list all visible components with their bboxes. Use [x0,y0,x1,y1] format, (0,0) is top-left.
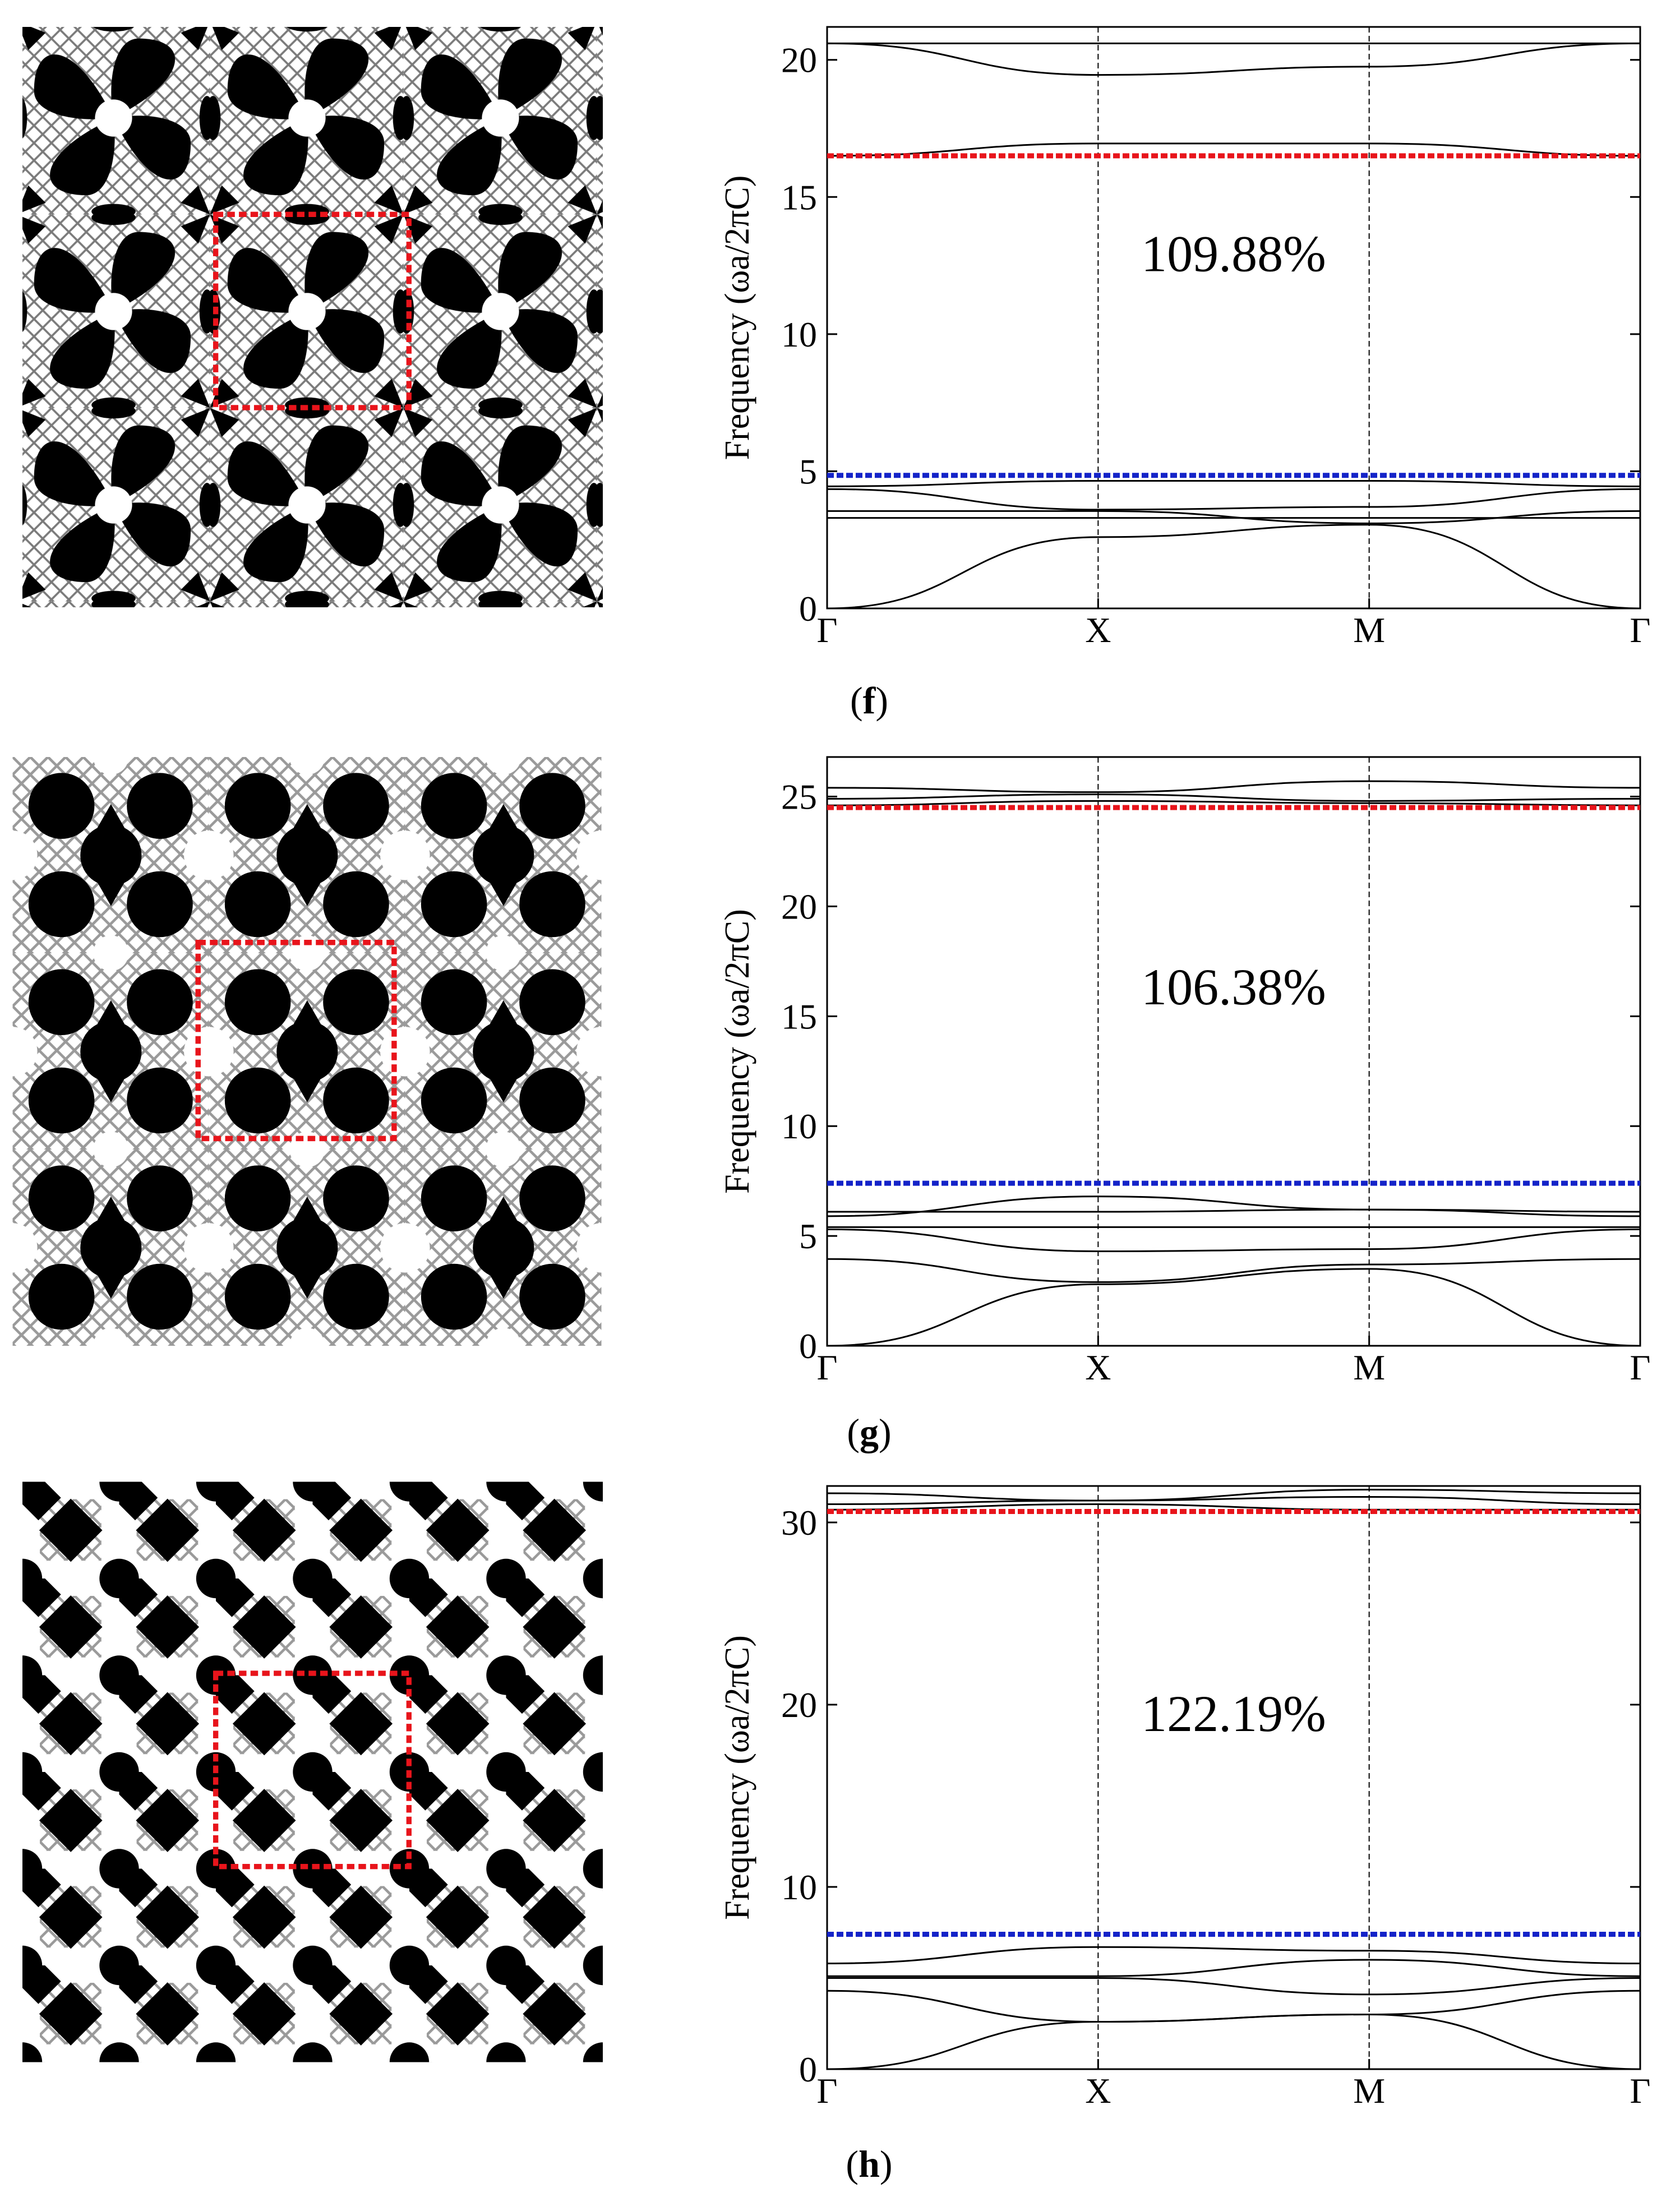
x-tick-label: M [1353,610,1385,650]
bandgap-percentage: 122.19% [1141,1685,1326,1742]
y-tick-label: 5 [799,451,817,491]
y-tick-label: 20 [781,887,817,926]
band-band6 [827,142,1641,157]
band-band4 [827,1959,1641,1977]
x-tick-label: Γ [1630,610,1651,650]
band-band6 [827,1208,1641,1213]
unit-cell-highlight-f [213,211,412,410]
band-band5 [827,480,1641,487]
plot-frame [826,756,1641,1347]
y-tick-label: 0 [799,1326,817,1366]
band-band9 [827,780,1641,793]
panel-label-g: (g) [847,1411,892,1453]
unit-cell-pattern-h [22,1481,603,2062]
x-tick-label: Γ [1630,1347,1651,1387]
x-tick-label: Γ [817,610,838,650]
y-tick-label: 30 [781,1503,817,1543]
panel-label-h: (h) [846,2143,893,2185]
band-band5 [827,1196,1641,1217]
band-band7 [827,1496,1641,1505]
y-axis-label: Frequency (ωa/2πC) [718,176,756,460]
band-band1 [827,2013,1641,2070]
x-tick-label: Γ [817,1347,838,1387]
band-band2 [827,1258,1641,1283]
band-band2 [827,1990,1641,2023]
plot-frame [826,1485,1641,2070]
x-tick-label: Γ [1630,2071,1651,2111]
unit-cell-pattern-g [12,757,602,1346]
x-tick-label: X [1085,2071,1111,2111]
y-tick-label: 0 [799,2050,817,2089]
band-band6 [827,1503,1640,1511]
band-band3 [827,1228,1641,1253]
y-tick-label: 15 [781,177,817,217]
band-band4 [827,488,1641,511]
y-tick-label: 10 [781,1867,817,1907]
x-tick-label: M [1353,1347,1385,1387]
y-tick-label: 20 [781,40,817,80]
panel-label-f: (f) [850,679,888,722]
x-tick-label: M [1353,2071,1385,2111]
band-band5 [827,1946,1641,1964]
band-band8 [827,1488,1641,1502]
band-band7 [827,800,1641,806]
band-band3 [827,510,1641,524]
y-tick-label: 10 [781,1106,817,1146]
x-tick-label: X [1085,1347,1111,1387]
unit-cell-pattern-f [22,27,603,607]
y-tick-label: 5 [799,1216,817,1256]
unit-cell-highlight-h [213,1670,412,1870]
y-tick-label: 15 [781,996,817,1036]
y-tick-label: 10 [781,315,817,354]
band-band1 [827,1268,1641,1347]
bandgap-percentage: 109.88% [1141,225,1326,283]
plot-frame [826,26,1641,610]
y-tick-label: 0 [799,589,817,629]
y-tick-label: 20 [781,1685,817,1725]
bandgap-percentage: 106.38% [1141,958,1326,1016]
x-tick-label: X [1085,610,1111,650]
band-band8 [827,793,1641,802]
band-band3 [827,1977,1641,1996]
band-band7 [827,42,1641,76]
unit-cell-highlight-g [195,940,397,1142]
x-tick-label: Γ [817,2071,838,2111]
y-tick-label: 25 [781,777,817,817]
y-axis-label: Frequency (ωa/2πC) [718,1635,756,1920]
y-axis-label: Frequency (ωa/2πC) [718,909,756,1194]
band-band1 [827,524,1641,610]
